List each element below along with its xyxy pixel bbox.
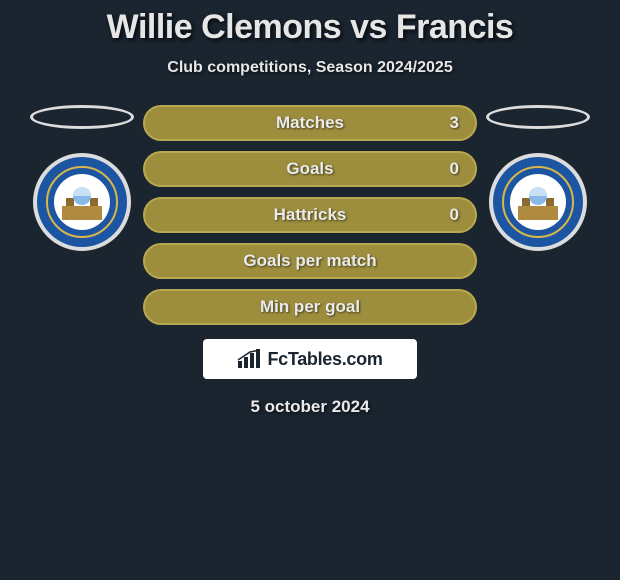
stats-column: Matches 3 Goals 0 Hattricks 0 Goals per …: [137, 105, 483, 325]
player-left-marker: [30, 105, 134, 129]
comparison-row: 1898 Matches 3 Goals 0 Hattricks 0 Goals…: [0, 105, 620, 325]
bar-chart-icon: [237, 349, 261, 369]
player-right-column: 1898: [483, 105, 593, 251]
club-badge-left: 1898: [33, 153, 131, 251]
stat-right-value: 0: [450, 205, 459, 225]
brand-text: FcTables.com: [267, 349, 382, 370]
stat-right-value: 3: [450, 113, 459, 133]
stat-row-min-per-goal: Min per goal: [143, 289, 477, 325]
stat-label: Hattricks: [274, 205, 347, 225]
player-left-column: 1898: [27, 105, 137, 251]
stat-label: Goals per match: [243, 251, 376, 271]
stat-label: Matches: [276, 113, 344, 133]
stat-row-goals-per-match: Goals per match: [143, 243, 477, 279]
stat-label: Min per goal: [260, 297, 360, 317]
stat-row-hattricks: Hattricks 0: [143, 197, 477, 233]
brand-badge[interactable]: FcTables.com: [203, 339, 417, 379]
club-crest-icon: 1898: [52, 172, 112, 232]
svg-text:1898: 1898: [530, 220, 546, 227]
page-title: Willie Clemons vs Francis: [0, 0, 620, 47]
stat-row-matches: Matches 3: [143, 105, 477, 141]
player-right-marker: [486, 105, 590, 129]
svg-text:1898: 1898: [74, 220, 90, 227]
club-badge-right: 1898: [489, 153, 587, 251]
date-line: 5 october 2024: [0, 397, 620, 417]
stat-label: Goals: [286, 159, 333, 179]
club-crest-icon: 1898: [508, 172, 568, 232]
stat-row-goals: Goals 0: [143, 151, 477, 187]
subtitle: Club competitions, Season 2024/2025: [0, 59, 620, 77]
stat-right-value: 0: [450, 159, 459, 179]
